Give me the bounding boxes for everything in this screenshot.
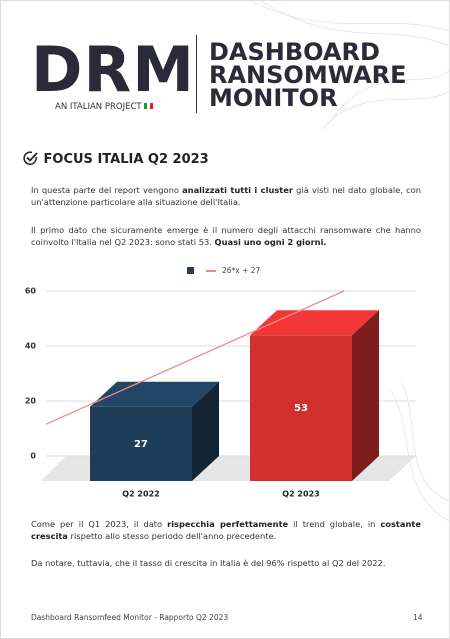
page-number: 14 [413, 613, 423, 622]
value-label: 27 [134, 439, 148, 450]
text-run: rispetto allo stesso periodo dell'anno p… [67, 531, 277, 541]
text-run: il trend globale, in [288, 519, 381, 529]
title-line: MONITOR [209, 84, 338, 112]
paragraph: Da notare, tuttavia, che il tasso di cre… [31, 557, 421, 569]
legend-label: 26*x + 27 [222, 266, 261, 275]
bar-front [250, 335, 352, 481]
y-tick-label: 0 [30, 452, 36, 461]
bar-side [192, 381, 219, 481]
logo: DRM [31, 33, 195, 106]
footer-text: Dashboard Ransomfeed Monitor - Rapporto … [31, 613, 229, 622]
paragraph: In questa parte del report vengono anali… [31, 184, 421, 208]
section-title: FOCUS ITALIA Q2 2023 [43, 152, 209, 167]
section-heading: FOCUS ITALIA Q2 2023 [23, 151, 209, 167]
flag [144, 103, 154, 109]
bar-top [250, 310, 379, 336]
y-tick-label: 40 [25, 342, 37, 351]
paragraph: Il primo dato che sicuramente emerge è i… [31, 224, 421, 248]
title: DASHBOARD RANSOMWARE MONITOR [209, 38, 407, 112]
x-tick-label: Q2 2023 [282, 490, 319, 499]
trendline [45, 290, 345, 425]
divider [196, 35, 197, 113]
bar-front [90, 406, 192, 481]
text-run: In questa parte del report vengono [31, 185, 183, 195]
text-run: Quasi uno ogni 2 giorni. [214, 237, 327, 247]
text-run: Da notare, tuttavia, che il tasso di cre… [31, 558, 386, 568]
check-icon [23, 151, 38, 165]
bar-top [90, 381, 219, 407]
bar-side [352, 310, 379, 481]
text-run: costante crescita [31, 519, 421, 541]
title-line: DASHBOARD [209, 38, 380, 66]
text-run: rispecchia perfettamente [167, 519, 289, 529]
text-run: già visti nel dato globale, con un'atten… [31, 185, 422, 207]
value-label: 53 [294, 403, 308, 414]
tagline: AN ITALIAN PROJECT [55, 102, 154, 112]
text-run: analizzati tutti i cluster [182, 185, 293, 195]
title-line: RANSOMWARE [209, 61, 407, 89]
chart: 0 20 40 60 27 Q2 2022 53 Q2 2023 26*x + 27 [25, 266, 416, 499]
paragraph: Come per il Q1 2023, il dato rispecchia … [31, 518, 421, 542]
tagline-text: AN ITALIAN PROJECT [55, 102, 142, 112]
legend-swatch [187, 267, 194, 274]
y-tick-label: 60 [25, 287, 37, 296]
x-tick-label: Q2 2022 [122, 490, 159, 499]
text-run: Come per il Q1 2023, il dato [31, 519, 168, 529]
y-tick-label: 20 [25, 397, 37, 406]
text-run: Il primo dato che sicuramente emerge è i… [31, 225, 421, 247]
